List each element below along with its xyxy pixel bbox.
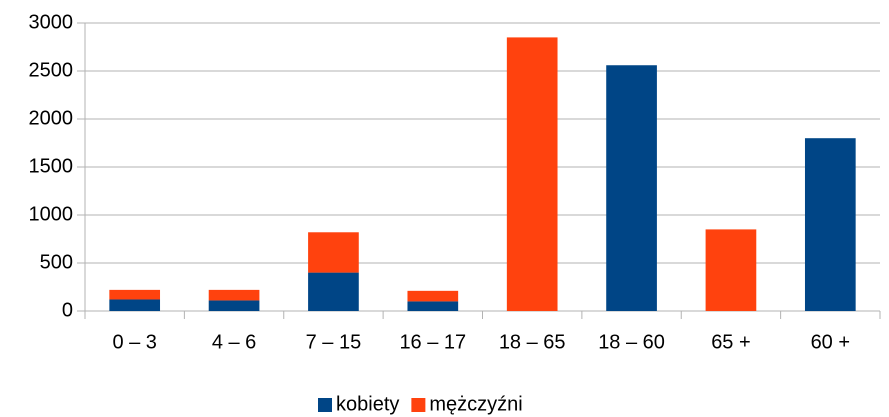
y-tick-label: 2000: [29, 107, 74, 129]
legend-label: kobiety: [336, 393, 399, 415]
bar-segment: [308, 232, 359, 273]
x-tick-label: 18 – 60: [598, 331, 665, 353]
bar-segment: [407, 301, 459, 311]
x-tick-label: 16 – 17: [399, 331, 466, 353]
bar-segment: [308, 272, 359, 311]
y-tick-label: 0: [62, 299, 73, 321]
y-tick-label: 1500: [29, 155, 74, 177]
x-tick-label: 60 +: [811, 331, 850, 353]
legend-swatch: [318, 398, 332, 412]
bar-segment: [705, 229, 757, 311]
x-tick-label: 65 +: [711, 331, 750, 353]
legend-swatch: [411, 398, 426, 412]
y-tick-label: 2500: [29, 59, 74, 81]
x-tick-label: 4 – 6: [212, 331, 256, 353]
bar-segment: [208, 289, 260, 301]
legend-label: mężczyźni: [429, 393, 522, 415]
bar-segment: [109, 299, 161, 311]
bar-segment: [506, 37, 558, 312]
bar-segment: [407, 290, 459, 302]
x-tick-label: 18 – 65: [499, 331, 566, 353]
bar-segment: [208, 300, 260, 311]
bar-segment: [804, 138, 856, 311]
y-tick-label: 1000: [29, 203, 74, 225]
bar-segment: [606, 65, 657, 312]
x-tick-label: 7 – 15: [306, 331, 362, 353]
bar-segment: [109, 289, 161, 300]
y-tick-label: 3000: [29, 11, 74, 33]
x-tick-label: 0 – 3: [112, 331, 156, 353]
y-tick-label: 500: [40, 251, 73, 273]
